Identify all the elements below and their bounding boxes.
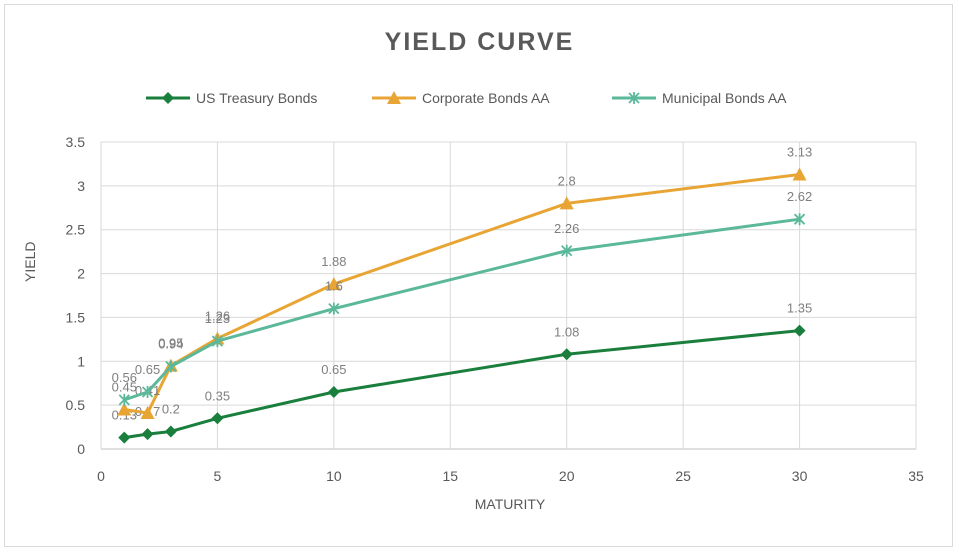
legend-marker-municipal (612, 92, 656, 104)
legend-item-treasury: US Treasury Bonds (146, 86, 317, 110)
y-tick-label: 3.5 (66, 134, 86, 150)
y-tick-label: 1.5 (66, 309, 86, 325)
data-label: 1.08 (554, 324, 579, 339)
x-tick-label: 15 (442, 468, 458, 484)
x-tick-label: 10 (326, 468, 342, 484)
x-tick-label: 20 (559, 468, 575, 484)
data-label: 0.45 (112, 380, 137, 395)
data-label: 3.13 (787, 144, 812, 159)
data-label: 0.94 (158, 337, 183, 352)
y-tick-label: 3 (77, 178, 85, 194)
data-point (211, 412, 224, 425)
data-point (118, 431, 131, 444)
data-point (328, 302, 340, 315)
y-tick-label: 2.5 (66, 222, 86, 238)
data-label: 1.26 (205, 308, 230, 323)
legend: US Treasury Bonds Corporate Bonds AA Mun… (0, 86, 959, 110)
y-tick-label: 0 (77, 441, 85, 457)
y-axis-title: YIELD (22, 241, 38, 282)
chart-frame (4, 4, 953, 547)
y-tick-label: 2 (77, 266, 85, 282)
x-tick-label: 30 (792, 468, 808, 484)
data-point (118, 393, 130, 406)
data-point (117, 402, 132, 416)
data-point (793, 213, 806, 226)
data-point (792, 167, 807, 181)
data-point (141, 385, 154, 398)
data-label: 0.95 (158, 336, 183, 351)
legend-marker-treasury (146, 92, 190, 104)
x-tick-label: 5 (214, 468, 222, 484)
data-point (211, 335, 224, 348)
legend-label-municipal: Municipal Bonds AA (662, 90, 787, 106)
data-point (793, 324, 806, 337)
data-label: 1.88 (321, 254, 346, 269)
data-label: 0.65 (321, 362, 346, 377)
data-point (561, 244, 573, 257)
legend-label-treasury: US Treasury Bonds (196, 90, 318, 106)
data-label: 2.8 (558, 173, 576, 188)
data-point (165, 360, 177, 373)
data-label: 1.23 (205, 311, 230, 326)
x-tick-label: 25 (675, 468, 691, 484)
data-label: 0.35 (205, 388, 230, 403)
data-label: 1.35 (787, 301, 812, 316)
legend-label-corporate: Corporate Bonds AA (422, 90, 550, 106)
y-tick-label: 0.5 (66, 397, 86, 413)
data-point (140, 406, 155, 420)
data-label: 0.56 (112, 370, 137, 385)
legend-item-corporate: Corporate Bonds AA (372, 86, 550, 110)
data-label: 2.26 (554, 221, 579, 236)
chart-title: YIELD CURVE (384, 28, 575, 56)
series-line (124, 329, 800, 440)
series-line (124, 172, 800, 415)
x-tick-label: 35 (908, 468, 924, 484)
x-axis-title: MATURITY (474, 496, 546, 512)
x-tick-label: 0 (97, 468, 105, 484)
data-label: 2.62 (787, 189, 812, 204)
data-label: 1.6 (325, 279, 343, 294)
data-label: 0.65 (135, 362, 160, 377)
data-point (327, 385, 340, 398)
data-point (141, 428, 154, 441)
data-point (560, 348, 573, 361)
legend-item-municipal: Municipal Bonds AA (612, 86, 787, 110)
data-point (326, 277, 341, 291)
data-point (559, 196, 574, 210)
data-label: 0.2 (162, 401, 180, 416)
data-point (164, 425, 177, 438)
legend-marker-corporate (372, 91, 416, 104)
y-tick-label: 1 (77, 353, 85, 369)
